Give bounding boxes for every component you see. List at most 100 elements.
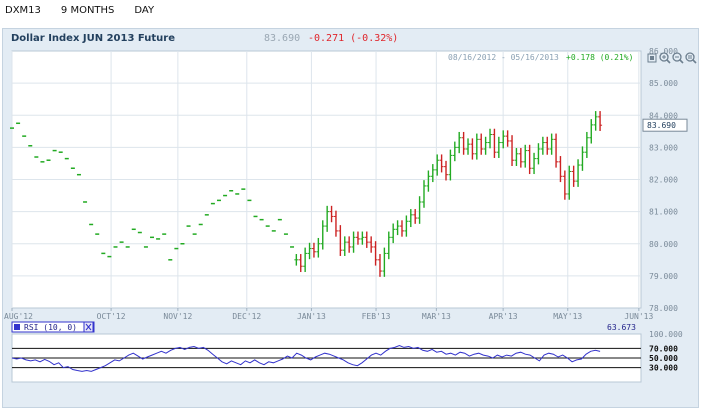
rsi-y-tick-label: 100.000	[649, 330, 683, 339]
ohlc-bar	[430, 164, 435, 183]
fullscreen-icon[interactable]	[647, 53, 657, 63]
ohlc-bar	[373, 241, 378, 266]
tab-symbol[interactable]: DXM13	[5, 5, 41, 16]
ohlc-bar	[439, 154, 444, 173]
y-tick-label: 81.000	[649, 208, 678, 217]
ohlc-bar	[413, 209, 418, 224]
ohlc-bar	[435, 154, 440, 176]
tab-bar: DXM13 9 MONTHS DAY	[0, 0, 703, 22]
ohlc-bar	[347, 236, 352, 253]
rsi-title-box	[11, 321, 95, 333]
ohlc-bar	[598, 111, 603, 131]
ohlc-bar	[532, 152, 537, 175]
price-change: -0.271 (-0.32%)	[308, 33, 399, 44]
ohlc-bar	[470, 138, 475, 160]
close-icon[interactable]	[83, 321, 94, 333]
ohlc-bar	[518, 148, 523, 168]
x-tick-label: AUG'12	[4, 312, 33, 321]
ohlc-bar	[395, 220, 400, 236]
ohlc-bar	[580, 146, 585, 171]
zoom-reset-icon[interactable]	[685, 52, 697, 64]
ohlc-bar	[593, 111, 598, 131]
ohlc-bar	[558, 156, 563, 183]
tab-interval[interactable]: DAY	[134, 5, 155, 16]
ohlc-bar	[386, 231, 391, 260]
x-tick-label: MAY'13	[553, 312, 582, 321]
range-change-label: +0.178 (0.21%)	[566, 53, 633, 62]
y-tick-label: 80.000	[649, 240, 678, 249]
ohlc-bar	[448, 149, 453, 181]
instrument-title: Dollar Index JUN 2013 Future	[11, 33, 175, 44]
ohlc-bar	[369, 236, 374, 253]
tab-period[interactable]: 9 MONTHS	[60, 5, 115, 16]
ohlc-bar	[338, 225, 343, 256]
ohlc-bar	[303, 247, 308, 273]
ohlc-bar	[404, 215, 409, 237]
ohlc-bar	[364, 231, 369, 248]
rsi-y-tick-label: 70.000	[649, 344, 678, 353]
collapse-icon[interactable]	[14, 324, 20, 330]
x-tick-label: JAN'13	[297, 312, 326, 321]
x-tick-label: NOV'12	[163, 312, 192, 321]
y-tick-label: 79.000	[649, 272, 678, 281]
ohlc-bar	[329, 205, 334, 223]
ohlc-bar	[576, 159, 581, 187]
ohlc-bar	[377, 254, 382, 277]
ohlc-bar	[536, 143, 541, 165]
ohlc-bar	[461, 131, 466, 155]
ohlc-bar	[421, 180, 426, 208]
ohlc-bar	[333, 210, 338, 237]
ohlc-bar	[351, 231, 356, 253]
ohlc-bar	[496, 136, 501, 158]
ohlc-bar	[562, 170, 567, 200]
ohlc-bar	[554, 133, 559, 168]
ohlc-bar	[426, 170, 431, 192]
ohlc-bar	[325, 205, 330, 232]
rsi-last-value: 63.673	[607, 323, 636, 332]
ohlc-bar	[567, 165, 572, 200]
rsi-y-tick-label: 50.000	[649, 354, 678, 363]
ohlc-bar	[417, 196, 422, 224]
ohlc-bar	[298, 254, 303, 273]
ohlc-bar	[492, 128, 497, 158]
ohlc-bar	[527, 144, 532, 175]
ohlc-bar	[399, 220, 404, 237]
x-tick-label: APR'13	[489, 312, 518, 321]
ohlc-bar	[514, 148, 519, 167]
ohlc-bar	[474, 133, 479, 160]
last-price-marker-label: 83.690	[647, 121, 676, 130]
zoom-in-icon[interactable]	[659, 52, 671, 64]
ohlc-bar	[452, 141, 457, 162]
ohlc-bar	[342, 236, 347, 256]
ohlc-bar	[483, 136, 488, 155]
last-price: 83.690	[264, 33, 301, 44]
y-tick-label: 84.000	[649, 111, 678, 120]
date-range-label: 08/16/2012 - 05/16/2013	[448, 53, 559, 62]
ohlc-bar	[391, 223, 396, 244]
x-tick-label: FEB'13	[362, 312, 391, 321]
rsi-title: RSI (10, 0)	[24, 323, 77, 332]
y-tick-label: 86.000	[649, 47, 678, 56]
ohlc-bar	[584, 131, 589, 158]
x-tick-label: JUN'13	[624, 312, 653, 321]
ohlc-bar	[466, 138, 471, 155]
last-price-marker	[642, 118, 688, 132]
ohlc-bar	[320, 220, 325, 250]
x-tick-label: DEC'12	[232, 312, 261, 321]
ohlc-bar	[488, 128, 493, 149]
rsi-line	[11, 344, 601, 372]
x-tick-label: MAR'13	[422, 312, 451, 321]
ohlc-bar	[589, 119, 594, 144]
ohlc-bar	[505, 130, 510, 147]
rsi-y-tick-label: 30.000	[649, 364, 678, 373]
ohlc-bar	[355, 231, 360, 245]
zoom-out-icon[interactable]	[672, 52, 684, 64]
ohlc-bar	[444, 160, 449, 181]
ohlc-bar	[549, 133, 554, 155]
x-tick-label: OCT'12	[97, 312, 126, 321]
ohlc-bar	[457, 131, 462, 154]
ohlc-bar	[311, 242, 316, 258]
y-tick-label: 83.000	[649, 143, 678, 152]
ohlc-bar	[360, 231, 365, 245]
